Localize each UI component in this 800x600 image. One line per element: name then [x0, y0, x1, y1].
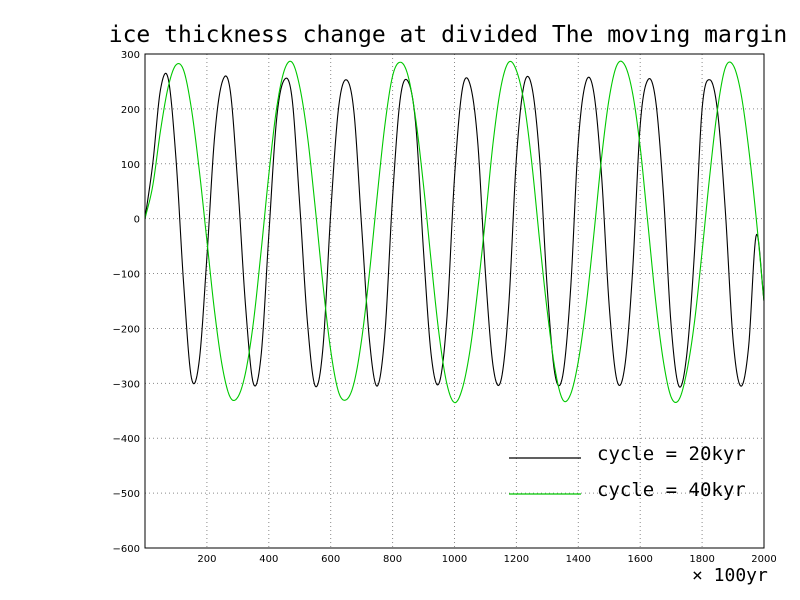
y-tick-label: 100 [121, 160, 140, 171]
y-tick-label: −100 [113, 270, 140, 281]
x-tick-label: 1800 [689, 554, 714, 565]
y-tick-label: 0 [134, 215, 140, 226]
y-tick-label: −600 [113, 544, 140, 555]
x-tick-label: 1200 [504, 554, 529, 565]
legend-label-2: cycle = 40kyr [597, 479, 746, 501]
chart-title: ice thickness change at divided The movi… [109, 22, 788, 48]
x-tick-label: 1400 [566, 554, 591, 565]
x-tick-labels: 200 400 600 800 1000 1200 1400 1600 1800 2000 [197, 554, 776, 565]
x-tick-label: 1600 [627, 554, 652, 565]
y-tick-labels: −600 −500 −400 −300 −200 −100 0 100 200 300 [113, 50, 140, 555]
x-tick-label: 600 [321, 554, 340, 565]
plot-frame [144, 53, 765, 549]
y-tick-label: −200 [113, 324, 140, 335]
series-line-2 [144, 60, 765, 404]
legend: cycle = 20kyr cycle = 40kyr [509, 443, 746, 501]
y-tick-label: −400 [113, 434, 140, 445]
x-tick-label: 1000 [442, 554, 467, 565]
x-tick-label: 400 [259, 554, 278, 565]
x-unit-label: × 100yr [692, 565, 768, 586]
series-line-1 [144, 72, 765, 388]
y-tick-label: 200 [121, 105, 140, 116]
legend-label-1: cycle = 20kyr [597, 443, 746, 465]
y-tick-label: −300 [113, 379, 140, 390]
x-tick-label: 2000 [751, 554, 776, 565]
series-layer [144, 60, 765, 404]
y-tick-label: −500 [113, 489, 140, 500]
x-tick-label: 200 [197, 554, 216, 565]
grid-lines [145, 54, 764, 548]
y-tick-label: 300 [121, 50, 140, 61]
x-tick-label: 800 [383, 554, 402, 565]
